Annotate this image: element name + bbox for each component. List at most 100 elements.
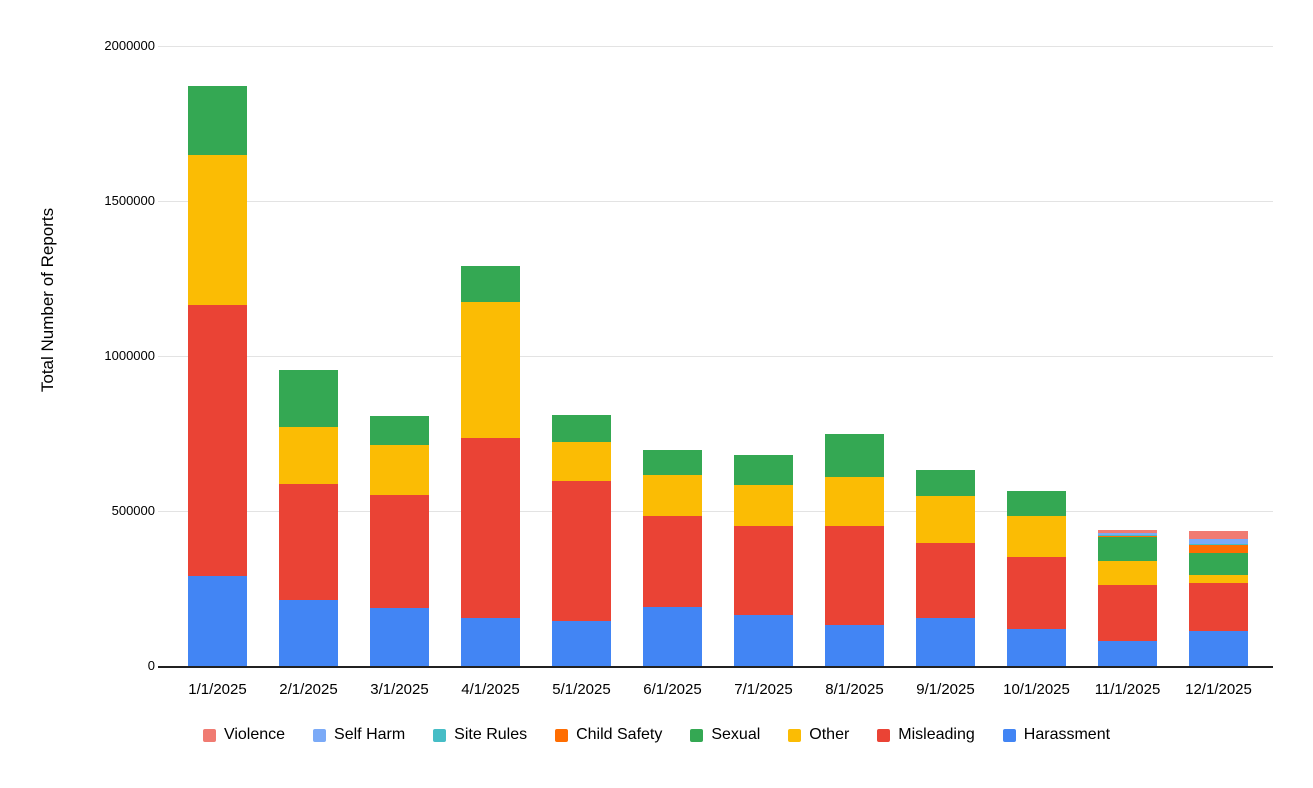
legend-item-self-harm: Self Harm bbox=[313, 726, 405, 744]
gridline bbox=[158, 46, 1273, 47]
bar-segment-other bbox=[370, 444, 429, 495]
legend-swatch-icon bbox=[433, 728, 447, 742]
bar-segment-sexual bbox=[734, 454, 793, 485]
bar-segment-site-rules bbox=[1098, 535, 1157, 536]
bar-segment-violence bbox=[1098, 530, 1157, 534]
legend-item-site-rules: Site Rules bbox=[433, 726, 527, 744]
bar-segment-sexual bbox=[552, 414, 611, 442]
bar-segment-other bbox=[1098, 561, 1157, 586]
x-tick-label: 7/1/2025 bbox=[734, 681, 793, 698]
x-axis-line bbox=[158, 666, 1273, 668]
bar-segment-violence bbox=[1189, 530, 1248, 539]
bar-segment-misleading bbox=[188, 305, 247, 577]
x-tick-label: 5/1/2025 bbox=[552, 681, 611, 698]
bar-segment-sexual bbox=[1098, 536, 1157, 562]
legend-swatch-icon bbox=[788, 728, 802, 742]
x-tick-label: 8/1/2025 bbox=[825, 681, 884, 698]
bar-segment-other bbox=[461, 302, 520, 438]
x-tick-label: 10/1/2025 bbox=[1003, 681, 1070, 698]
bar-segment-harassment bbox=[734, 615, 793, 666]
legend-label: Sexual bbox=[711, 726, 761, 743]
bar-segment-sexual bbox=[916, 469, 975, 497]
legend-swatch-icon bbox=[690, 728, 704, 742]
legend-swatch-icon bbox=[555, 728, 569, 742]
legend-item-violence: Violence bbox=[202, 726, 286, 744]
bar-segment-site-rules bbox=[1189, 543, 1248, 546]
bar-segment-sexual bbox=[279, 369, 338, 427]
y-tick-label: 1500000 bbox=[104, 193, 155, 208]
legend-label: Harassment bbox=[1023, 726, 1111, 743]
y-tick-label: 0 bbox=[147, 658, 155, 673]
legend-label: Violence bbox=[223, 726, 286, 743]
bar-segment-misleading bbox=[1189, 582, 1248, 631]
bar-segment-sexual bbox=[188, 86, 247, 156]
x-tick-label: 3/1/2025 bbox=[370, 681, 429, 698]
bar-3/1/2025 bbox=[370, 416, 429, 666]
bar-segment-harassment bbox=[1007, 628, 1066, 666]
legend-item-misleading: Misleading bbox=[877, 726, 975, 744]
x-tick-label: 1/1/2025 bbox=[188, 681, 247, 698]
bar-segment-self-harm bbox=[1098, 533, 1157, 536]
x-tick-label: 11/1/2025 bbox=[1094, 681, 1161, 698]
bar-segment-other bbox=[188, 155, 247, 306]
y-axis-title: Total Number of Reports bbox=[38, 207, 57, 393]
bar-12/1/2025 bbox=[1189, 530, 1248, 666]
legend-item-other: Other bbox=[788, 726, 849, 744]
bar-segment-sexual bbox=[825, 434, 884, 478]
bar-segment-misleading bbox=[461, 437, 520, 619]
bar-segment-harassment bbox=[279, 600, 338, 666]
gridline bbox=[158, 201, 1273, 202]
legend-item-harassment: Harassment bbox=[1002, 726, 1111, 744]
bar-segment-sexual bbox=[1007, 491, 1066, 516]
bar-segment-sexual bbox=[1189, 552, 1248, 575]
bar-segment-harassment bbox=[188, 576, 247, 666]
bar-segment-misleading bbox=[916, 542, 975, 619]
bar-segment-harassment bbox=[825, 625, 884, 666]
legend-swatch-icon bbox=[313, 728, 327, 742]
gridline bbox=[158, 356, 1273, 357]
bar-segment-child-safety bbox=[1098, 535, 1157, 537]
bar-10/1/2025 bbox=[1007, 491, 1066, 666]
bar-segment-harassment bbox=[461, 618, 520, 666]
bar-segment-other bbox=[734, 484, 793, 527]
bar-segment-harassment bbox=[552, 620, 611, 666]
bar-segment-misleading bbox=[1098, 585, 1157, 642]
legend: Violence Self Harm Site Rules Child Safety S… bbox=[0, 726, 1313, 744]
bar-segment-other bbox=[552, 441, 611, 481]
bar-segment-harassment bbox=[1098, 641, 1157, 666]
bar-segment-sexual bbox=[643, 450, 702, 476]
y-tick-label: 500000 bbox=[111, 503, 155, 518]
bar-segment-self-harm bbox=[1189, 538, 1248, 544]
bar-segment-child-safety bbox=[1189, 545, 1248, 553]
bar-segment-harassment bbox=[1189, 630, 1248, 666]
bar-segment-other bbox=[916, 496, 975, 543]
legend-swatch-icon bbox=[202, 728, 216, 742]
bar-11/1/2025 bbox=[1098, 530, 1157, 666]
bar-6/1/2025 bbox=[643, 450, 702, 666]
bar-segment-other bbox=[1189, 574, 1248, 583]
bar-segment-harassment bbox=[643, 607, 702, 666]
bar-segment-misleading bbox=[370, 494, 429, 609]
bar-segment-sexual bbox=[461, 265, 520, 303]
gridline bbox=[158, 511, 1273, 512]
bar-segment-other bbox=[1007, 515, 1066, 557]
legend-label: Site Rules bbox=[454, 726, 528, 743]
bar-segment-misleading bbox=[734, 526, 793, 616]
bar-segment-misleading bbox=[279, 484, 338, 601]
x-tick-label: 9/1/2025 bbox=[916, 681, 975, 698]
bar-segment-harassment bbox=[916, 618, 975, 666]
bar-segment-misleading bbox=[552, 480, 611, 621]
legend-swatch-icon bbox=[1002, 728, 1016, 742]
legend-label: Other bbox=[809, 726, 850, 743]
y-tick-label: 1000000 bbox=[104, 348, 155, 363]
bar-segment-harassment bbox=[370, 608, 429, 666]
legend-label: Child Safety bbox=[576, 726, 663, 743]
bar-8/1/2025 bbox=[825, 434, 884, 666]
legend-item-sexual: Sexual bbox=[690, 726, 760, 744]
bar-segment-other bbox=[825, 477, 884, 526]
bar-segment-other bbox=[279, 426, 338, 485]
legend-label: Misleading bbox=[898, 726, 975, 743]
bar-9/1/2025 bbox=[916, 469, 975, 666]
x-tick-label: 4/1/2025 bbox=[461, 681, 520, 698]
